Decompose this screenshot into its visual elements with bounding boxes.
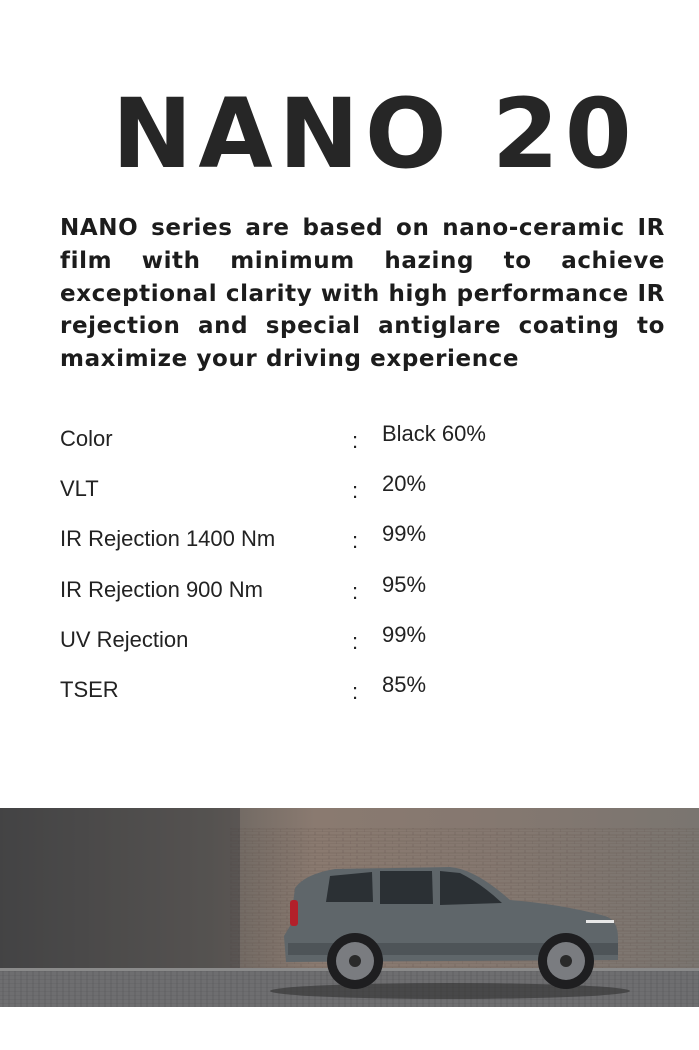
spec-label: TSER [60,676,119,702]
suv [284,867,618,989]
spec-separator: : [352,478,359,504]
spec-row: VLT:20% [60,470,660,520]
spec-label: IR Rejection 1400 Nm [60,526,276,552]
car-photo [0,808,699,1007]
spec-label: Color [60,426,113,451]
spec-separator: : [352,428,359,453]
product-title: NANO 20 [112,78,638,190]
spec-value: 99% [382,521,427,547]
spec-row: IR Rejection 1400 Nm:99% [60,520,660,570]
spec-row: UV Rejection:99% [60,621,660,671]
spec-value: 20% [382,471,427,497]
spec-value: 85% [382,671,427,697]
spec-row: Color: Black 60% [60,420,660,470]
spec-table: Color: Black 60% VLT:20% IR Rejection 140… [60,420,660,721]
spec-label: IR Rejection 900 Nm [60,576,263,602]
product-description: NANO series are based on nano-ceramic IR… [60,215,665,373]
spec-label: VLT [60,476,99,502]
spec-separator: : [352,528,359,554]
spec-value: 99% [382,621,427,647]
spec-separator: : [352,678,359,704]
spec-separator: : [352,578,359,604]
spec-value: Black 60% [382,421,486,446]
spec-separator: : [352,628,359,654]
spec-value: 95% [382,571,427,597]
suv-against-brick-wall-image [0,808,699,1007]
spec-row: TSER:85% [60,671,660,721]
spec-label: UV Rejection [60,626,189,652]
spec-row: IR Rejection 900 Nm:95% [60,571,660,621]
